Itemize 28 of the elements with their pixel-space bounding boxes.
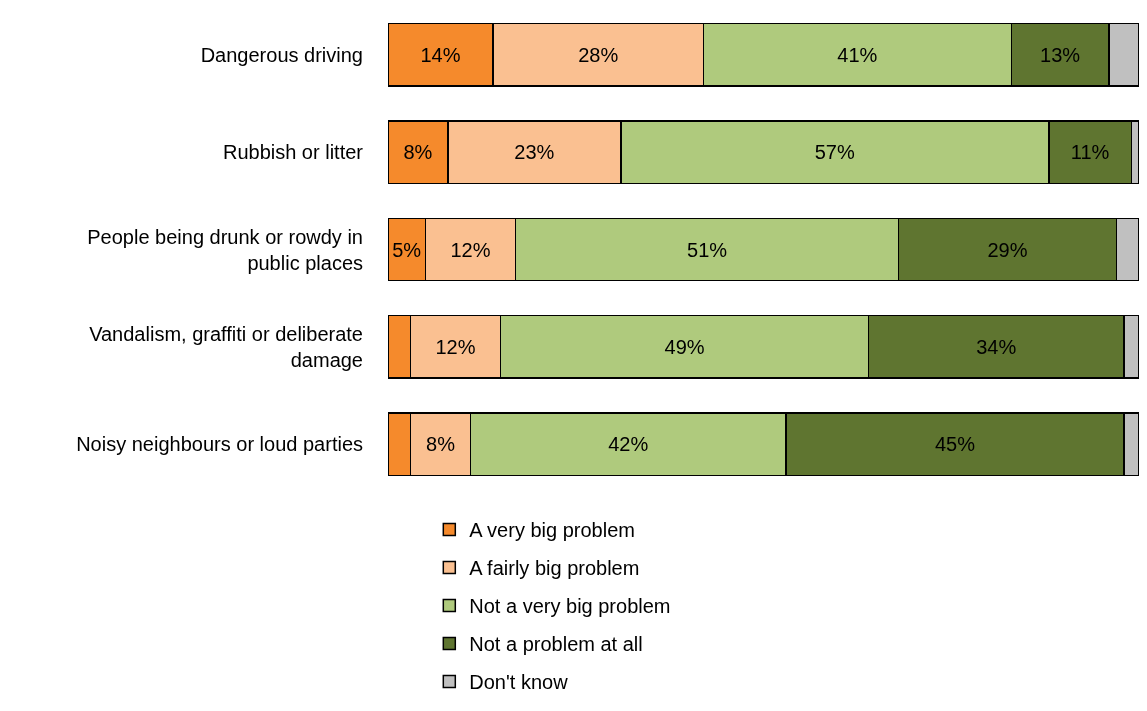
data-label: 28% bbox=[578, 43, 619, 66]
y-tick-label: Vandalism, graffiti or deliberate damage bbox=[89, 322, 363, 371]
y-tick-label: Dangerous driving bbox=[200, 43, 363, 66]
data-label: 42% bbox=[608, 433, 649, 456]
data-label: 5% bbox=[392, 238, 422, 261]
legend-label: Don't know bbox=[469, 671, 569, 694]
data-label: 51% bbox=[687, 238, 728, 261]
data-label: 45% bbox=[934, 433, 976, 456]
data-label: 23% bbox=[514, 141, 555, 164]
data-label: 11% bbox=[1070, 141, 1110, 164]
data-label: 12% bbox=[435, 335, 476, 358]
legend-label: Not a very big problem bbox=[469, 595, 671, 618]
data-label: 41% bbox=[837, 43, 878, 66]
data-label: 49% bbox=[664, 335, 705, 358]
legend-label: A fairly big problem bbox=[469, 557, 640, 580]
data-label: 12% bbox=[450, 238, 491, 261]
data-label: 8% bbox=[403, 141, 433, 164]
data-label: 8% bbox=[426, 433, 456, 456]
y-tick-label: People being drunk or rowdy in public places bbox=[87, 225, 363, 274]
data-label: 29% bbox=[987, 238, 1028, 261]
data-label: 14% bbox=[420, 43, 461, 66]
data-label: 57% bbox=[814, 141, 855, 164]
legend-label: Not a problem at all bbox=[469, 633, 643, 656]
y-tick-label: Rubbish or litter bbox=[222, 141, 364, 164]
data-label: 34% bbox=[976, 335, 1017, 358]
data-label: 13% bbox=[1040, 43, 1081, 66]
y-tick-label: Noisy neighbours or loud parties bbox=[76, 433, 363, 456]
legend-label: A very big problem bbox=[469, 519, 635, 542]
